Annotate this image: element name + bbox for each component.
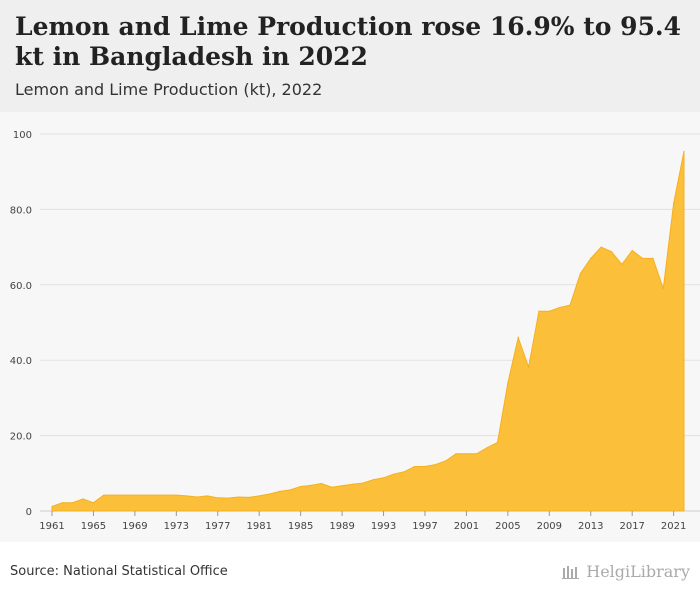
data-point — [393, 473, 395, 475]
data-point — [289, 489, 291, 491]
data-point — [165, 494, 167, 496]
data-point — [610, 251, 613, 253]
area-chart: 0 20.0 40.0 60.0 80.0 100 1961 1965 1969 1973 197… — [10, 130, 700, 532]
data-point — [445, 460, 447, 462]
data-point — [92, 502, 95, 504]
data-point — [631, 249, 633, 252]
data-point — [455, 453, 457, 455]
x-tick-label: 1977 — [205, 521, 230, 532]
x-tick-label: 1981 — [246, 521, 271, 532]
x-axis-ticks: 1961 1965 1969 1973 1977 1981 1985 1989 1993 1997… — [39, 511, 686, 532]
data-point — [144, 494, 146, 496]
data-point — [310, 484, 312, 486]
data-point — [175, 494, 177, 496]
brand-name: HelgiLibrary — [586, 562, 690, 581]
y-tick-label: 80.0 — [10, 205, 32, 216]
data-point — [268, 493, 271, 495]
data-point — [641, 257, 644, 260]
data-point — [683, 150, 685, 152]
data-point — [507, 382, 509, 384]
y-tick-label: 20.0 — [10, 432, 32, 443]
library-columns-icon — [562, 565, 580, 579]
x-tick-label: 2009 — [537, 521, 562, 532]
data-point — [258, 495, 260, 497]
data-point — [548, 310, 550, 312]
y-axis-ticks: 0 20.0 40.0 60.0 80.0 100 — [10, 130, 32, 518]
data-point — [134, 494, 136, 496]
data-point — [476, 453, 478, 455]
y-tick-label: 0 — [26, 507, 32, 518]
data-point — [196, 496, 198, 498]
data-point — [113, 494, 115, 496]
data-point — [279, 490, 281, 492]
data-point — [662, 287, 664, 290]
data-point — [414, 465, 416, 468]
x-tick-label: 2021 — [661, 521, 686, 532]
chart-subtitle: Lemon and Lime Production (kt), 2022 — [15, 80, 323, 99]
x-tick-label: 1997 — [412, 521, 437, 532]
data-point — [403, 471, 405, 473]
data-point — [496, 441, 499, 443]
area-series — [51, 150, 685, 512]
data-point — [579, 272, 581, 275]
area-series-path — [51, 151, 685, 512]
data-point — [186, 495, 188, 497]
x-tick-label: 1985 — [288, 521, 313, 532]
data-point — [424, 465, 426, 468]
data-point — [51, 505, 53, 508]
x-tick-label: 1961 — [39, 521, 64, 532]
data-point — [123, 494, 126, 496]
data-point — [103, 494, 105, 496]
x-tick-label: 2005 — [495, 521, 520, 532]
y-tick-label: 60.0 — [10, 281, 32, 292]
data-point — [372, 479, 374, 481]
x-tick-label: 2001 — [454, 521, 479, 532]
chart-header: Lemon and Lime Production rose 16.9% to … — [0, 0, 700, 112]
data-point — [217, 497, 219, 499]
data-point — [382, 477, 385, 479]
data-point — [331, 486, 333, 488]
data-point — [652, 257, 654, 260]
data-point — [673, 202, 675, 204]
x-tick-label: 1965 — [81, 521, 106, 532]
data-point — [465, 453, 468, 455]
data-point — [237, 496, 240, 498]
data-point — [434, 464, 436, 466]
data-point — [82, 498, 84, 500]
data-point — [320, 482, 322, 485]
brand-logo[interactable]: HelgiLibrary — [562, 562, 690, 581]
data-point — [569, 304, 571, 306]
x-tick-label: 2017 — [619, 521, 644, 532]
data-point — [227, 497, 229, 499]
data-point — [351, 483, 354, 485]
x-tick-label: 2013 — [578, 521, 603, 532]
data-point — [300, 485, 302, 488]
data-point — [341, 485, 343, 487]
x-tick-label: 1969 — [122, 521, 147, 532]
x-tick-label: 1993 — [371, 521, 396, 532]
data-point — [600, 246, 602, 248]
data-point — [590, 257, 592, 260]
data-point — [486, 447, 488, 449]
y-tick-label: 100 — [13, 130, 32, 141]
x-tick-label: 1973 — [164, 521, 189, 532]
data-point — [248, 496, 250, 499]
data-point — [72, 502, 74, 504]
source-note: Source: National Statistical Office — [10, 564, 228, 579]
data-point — [362, 482, 364, 484]
chart-title: Lemon and Lime Production rose 16.9% to … — [15, 12, 682, 71]
data-point — [155, 494, 157, 496]
data-point — [61, 502, 63, 504]
data-point — [517, 336, 519, 339]
data-point — [559, 306, 561, 309]
data-point — [206, 495, 209, 497]
data-point — [621, 263, 623, 266]
x-tick-label: 1989 — [329, 521, 354, 532]
data-point — [538, 310, 540, 312]
y-tick-label: 40.0 — [10, 356, 32, 367]
data-point — [527, 366, 530, 368]
